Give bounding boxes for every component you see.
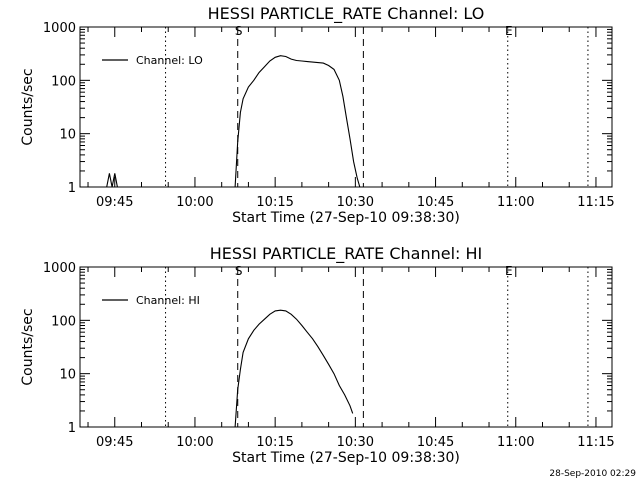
x-axis-label: Start Time (27-Sep-10 09:38:30) [232, 450, 460, 466]
series-line-1 [234, 309, 354, 428]
legend-entry: Channel: HI [136, 294, 200, 307]
x-axis-label: Start Time (27-Sep-10 09:38:30) [232, 210, 460, 226]
x-tick-label: 11:00 [497, 195, 534, 210]
y-tick-label: 1000 [43, 21, 76, 36]
chart-panel-2: HESSI PARTICLE_RATE Channel: HI 1 10 100 100… [20, 244, 615, 466]
chart-title: HESSI PARTICLE_RATE Channel: HI [210, 244, 483, 264]
plot-frame [79, 26, 613, 188]
y-axis-label: Counts/sec [20, 68, 36, 145]
y-tick-label: 100 [51, 74, 76, 89]
y-axis-label: Counts/sec [20, 308, 36, 385]
x-tick-label: 09:45 [96, 195, 133, 210]
x-tick-label: 11:15 [577, 195, 614, 210]
chart-panel-1: HESSI PARTICLE_RATE Channel: LO 1 10 100 100… [20, 4, 615, 226]
marker-label: S [235, 24, 243, 38]
y-tick-label: 1 [68, 421, 76, 436]
x-tick-label: 10:30 [337, 435, 374, 450]
x-tick-label: 10:45 [417, 195, 454, 210]
y-tick-label: 10 [59, 368, 76, 383]
y-tick-label: 1000 [43, 261, 76, 276]
x-tick-label: 10:30 [337, 195, 374, 210]
legend-entry: Channel: LO [136, 54, 203, 67]
x-tick-label: 10:15 [256, 435, 293, 450]
plot-frame [79, 266, 613, 428]
x-tick-label: 11:00 [497, 435, 534, 450]
series-line-1 [106, 55, 361, 188]
y-tick-label: 10 [59, 128, 76, 143]
marker-label: E [505, 24, 513, 38]
footer-timestamp: 28-Sep-2010 02:29 [549, 469, 636, 479]
chart-title: HESSI PARTICLE_RATE Channel: LO [208, 4, 485, 24]
marker-label: S [235, 264, 243, 278]
y-tick-label: 1 [68, 181, 76, 196]
marker-label: E [505, 264, 513, 278]
y-tick-label: 100 [51, 314, 76, 329]
x-tick-label: 10:45 [417, 435, 454, 450]
x-tick-label: 09:45 [96, 435, 133, 450]
x-tick-label: 10:00 [176, 435, 213, 450]
x-tick-label: 10:00 [176, 195, 213, 210]
x-tick-label: 11:15 [577, 435, 614, 450]
x-tick-label: 10:15 [256, 195, 293, 210]
